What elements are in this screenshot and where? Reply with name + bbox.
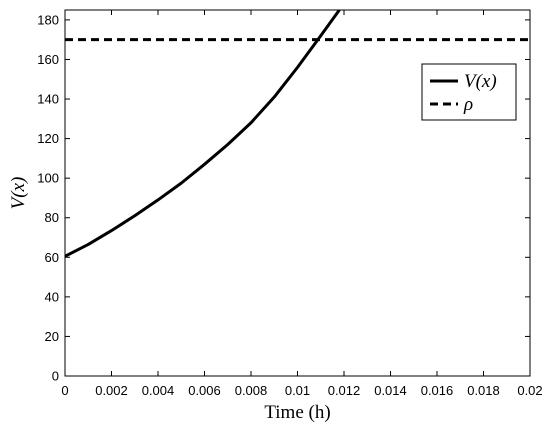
legend-box: [421, 63, 517, 121]
x-tick-label: 0.006: [188, 383, 221, 398]
y-tick-label: 100: [37, 171, 59, 186]
y-tick-label: 180: [37, 12, 59, 27]
x-axis-label: Time (h): [264, 402, 330, 423]
legend-label: V(x): [464, 71, 497, 92]
y-axis: 0 20 40 60 80 100 120 140 160 180: [37, 12, 530, 384]
x-tick-label: 0: [61, 383, 68, 398]
x-tick-label: 0.008: [235, 383, 268, 398]
y-tick-label: 80: [45, 210, 59, 225]
x-tick-label: 0.002: [95, 383, 128, 398]
plot-content: [65, 10, 530, 258]
y-tick-label: 60: [45, 250, 59, 265]
x-tick-label: 0.01: [285, 383, 310, 398]
x-tick-label: 0.014: [374, 383, 407, 398]
x-tick-label: 0.016: [421, 383, 454, 398]
y-tick-label: 0: [52, 369, 59, 384]
y-tick-label: 160: [37, 52, 59, 67]
y-tick-label: 40: [45, 289, 59, 304]
x-axis: 0 0.002 0.004 0.006 0.008 0.01 0.012 0.014 0.016…: [61, 10, 543, 398]
x-tick-label: 0.02: [517, 383, 542, 398]
y-tick-label: 140: [37, 92, 59, 107]
y-tick-label: 20: [45, 329, 59, 344]
legend-label: ρ: [463, 94, 473, 115]
x-tick-label: 0.004: [142, 383, 175, 398]
legend: V(x)ρ: [421, 63, 517, 121]
y-axis-label: V(x): [8, 177, 29, 210]
series-line-0: [65, 10, 341, 258]
y-tick-label: 120: [37, 131, 59, 146]
x-tick-label: 0.012: [328, 383, 361, 398]
x-tick-label: 0.018: [467, 383, 500, 398]
